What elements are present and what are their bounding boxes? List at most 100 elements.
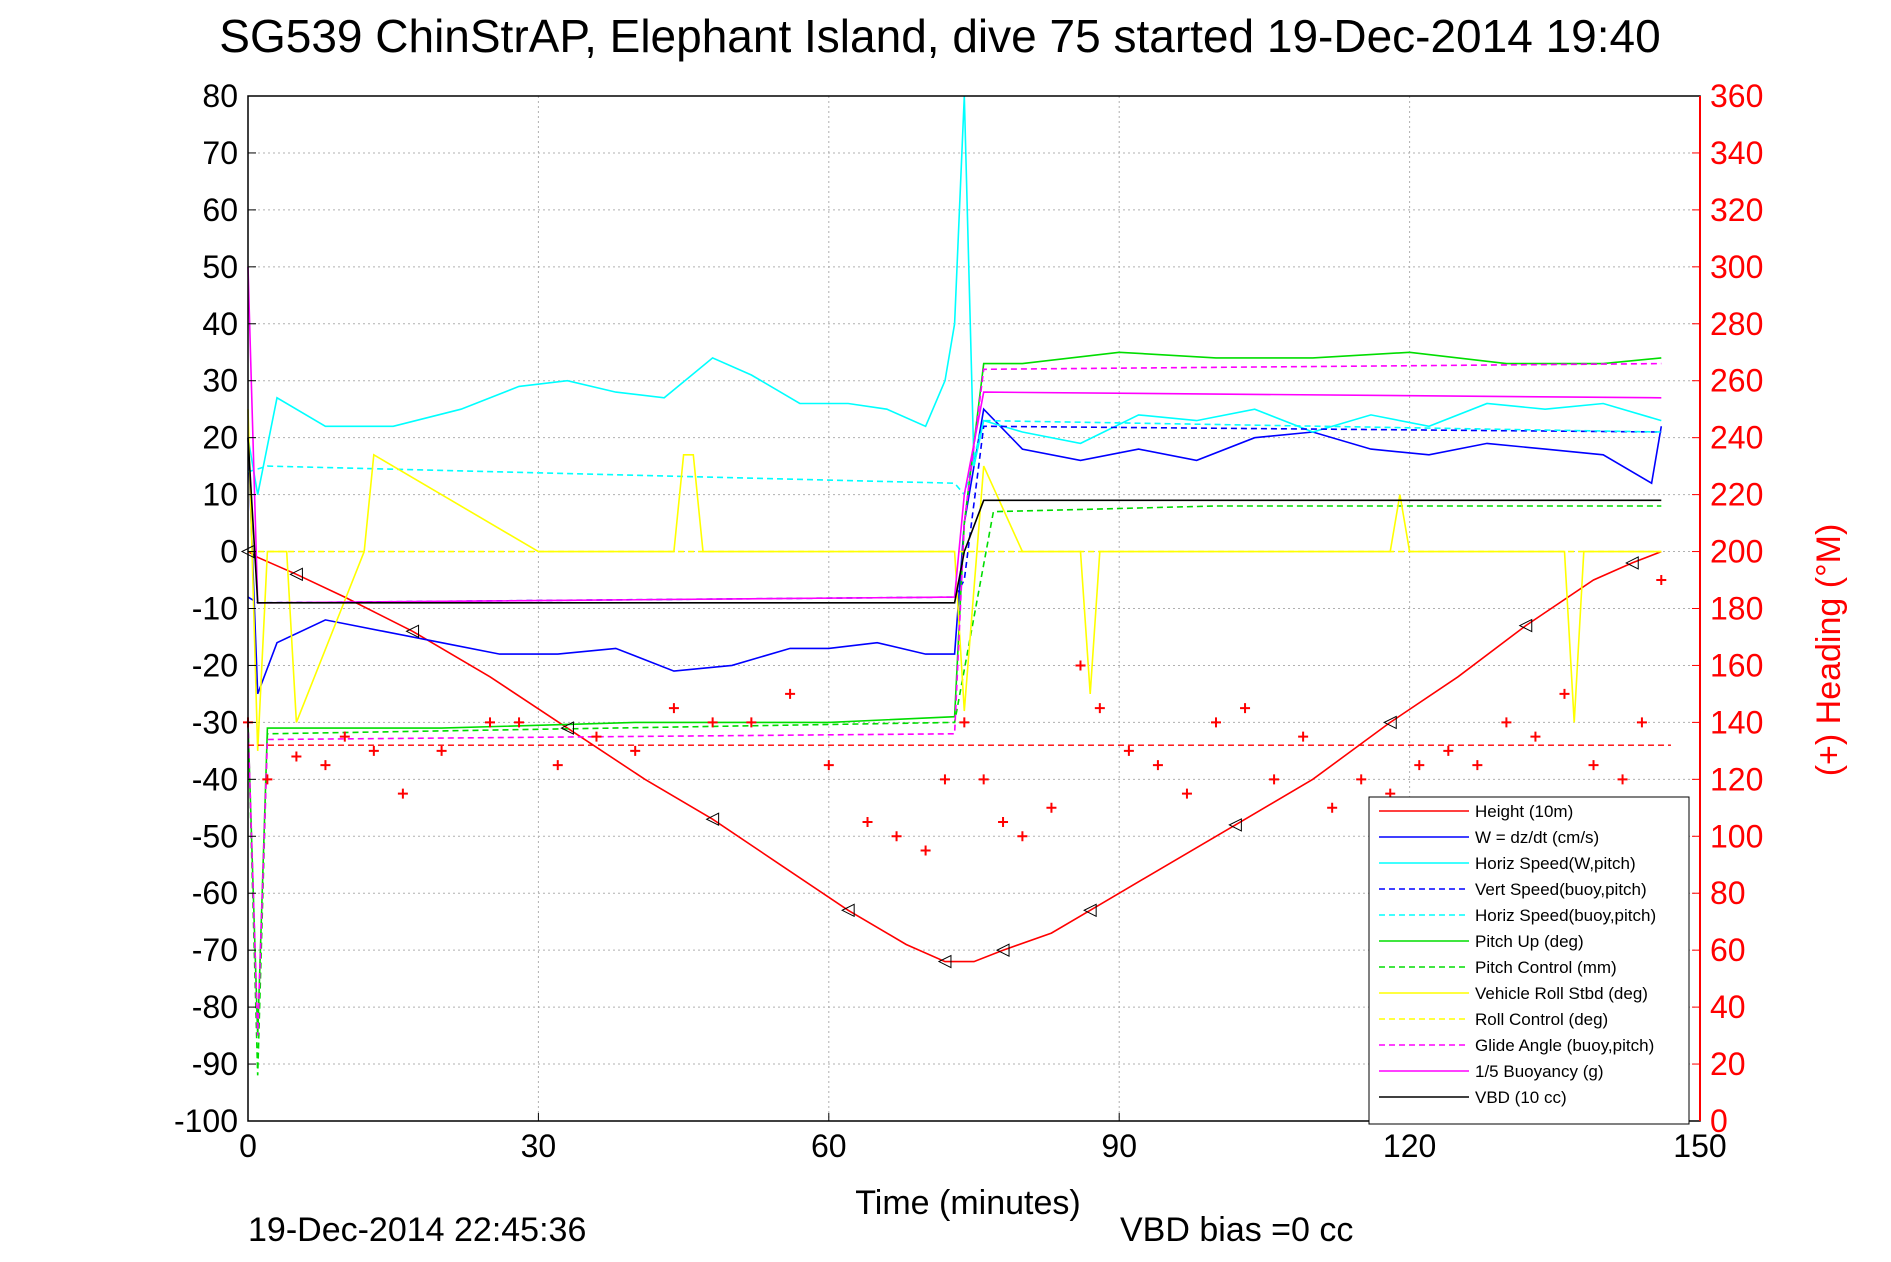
y-right-tick-label: 180: [1710, 591, 1763, 627]
y-left-tick-label: 0: [220, 534, 238, 570]
x-axis-label: Time (minutes): [855, 1184, 1080, 1222]
heading-point: [707, 717, 718, 728]
y-right-tick-label: 340: [1710, 135, 1763, 171]
y-left-tick-label: -40: [192, 761, 238, 797]
heading-point: [1501, 717, 1512, 728]
heading-point: [1559, 688, 1570, 699]
y-right-tick-label: 200: [1710, 534, 1763, 570]
y-left-tick-label: 70: [202, 135, 238, 171]
heading-point: [920, 845, 931, 856]
heading-point: [891, 831, 902, 842]
heading-point: [1617, 774, 1628, 785]
y-right-tick-label: 0: [1710, 1103, 1728, 1139]
heading-point: [262, 774, 273, 785]
height-marker: [1083, 903, 1097, 918]
series-line-6: [247, 505, 1662, 1076]
y-right-tick-label: 280: [1710, 306, 1763, 342]
height-marker: [560, 721, 574, 735]
series-line-3: [247, 425, 1662, 604]
heading-point: [998, 817, 1009, 828]
height-marker: [841, 903, 855, 918]
series-line-4: [247, 419, 1662, 497]
y-right-tick-label: 120: [1710, 761, 1763, 797]
legend-label: Roll Control (deg): [1475, 1010, 1608, 1029]
height-marker: [1518, 618, 1533, 633]
series-line-7: [247, 409, 1662, 751]
series-line-9: [247, 362, 1662, 1036]
heading-point: [959, 717, 970, 728]
series-line-1: [247, 407, 1663, 695]
legend-label: VBD (10 cc): [1475, 1088, 1567, 1107]
heading-point: [436, 745, 447, 756]
legend: Height (10m) W = dz/dt (cm/s) Horiz Speed(…: [1368, 796, 1690, 1125]
legend-label: Height (10m): [1475, 802, 1573, 821]
heading-point: [1472, 760, 1483, 771]
legend-label: Pitch Control (mm): [1475, 958, 1617, 977]
height-marker: [705, 812, 720, 827]
heading-point: [1269, 774, 1280, 785]
heading-point: [552, 760, 563, 771]
series-line-11: [247, 437, 1662, 604]
heading-point: [1094, 703, 1105, 714]
heading-point: [1656, 575, 1667, 586]
series-line-2: [247, 95, 1662, 495]
y-left-tick-label: 80: [202, 78, 238, 114]
heading-point: [1588, 760, 1599, 771]
heading-point: [1443, 745, 1454, 756]
height-marker: [405, 624, 420, 639]
heading-point: [1636, 717, 1647, 728]
heading-point: [1152, 760, 1163, 771]
heading-point: [320, 760, 331, 771]
x-tick-label: 30: [521, 1128, 557, 1164]
legend-label: Horiz Speed(buoy,pitch): [1475, 906, 1656, 925]
heading-point: [1414, 760, 1425, 771]
heading-point: [291, 751, 302, 762]
height-marker: [289, 567, 303, 582]
y-right-tick-label: 160: [1710, 647, 1763, 683]
footer-vbd-bias: VBD bias =0 cc: [1120, 1211, 1353, 1249]
y-left-tick-label: 50: [202, 249, 238, 285]
y-left-tick-label: 20: [202, 420, 238, 456]
height-marker: [1228, 818, 1242, 832]
y-left-tick-label: 60: [202, 192, 238, 228]
legend-box: [1368, 796, 1690, 1125]
y-left-tick-label: -70: [192, 932, 238, 968]
heading-point: [1327, 802, 1338, 813]
heading-point: [862, 817, 873, 828]
y-left-tick-label: 30: [202, 363, 238, 399]
heading-point: [1298, 731, 1309, 742]
y-left-tick-label: 10: [202, 477, 238, 513]
y-right-tick-label: 320: [1710, 192, 1763, 228]
y-left-tick-label: -50: [192, 818, 238, 854]
chart-title: SG539 ChinStrAP, Elephant Island, dive 7…: [219, 10, 1660, 62]
x-tick-label: 0: [239, 1128, 257, 1164]
x-tick-label: 60: [811, 1128, 847, 1164]
y-right-tick-label: 220: [1710, 477, 1763, 513]
legend-label: Vert Speed(buoy,pitch): [1475, 880, 1647, 899]
heading-point: [1075, 660, 1086, 671]
x-tick-label: 120: [1383, 1128, 1436, 1164]
x-tick-label: 150: [1673, 1128, 1726, 1164]
legend-label: Pitch Up (deg): [1475, 932, 1584, 951]
height-marker: [937, 954, 952, 969]
height-marker: [1383, 715, 1397, 730]
legend-label: Vehicle Roll Stbd (deg): [1475, 984, 1648, 1003]
y-left-tick-label: -20: [192, 647, 238, 683]
y-right-tick-label: 300: [1710, 249, 1763, 285]
series-line-5: [247, 351, 1662, 1036]
heading-point: [939, 774, 950, 785]
heading-point: [1240, 703, 1251, 714]
heading-point: [785, 688, 796, 699]
y-right-tick-label: 360: [1710, 78, 1763, 114]
heading-point: [1356, 774, 1367, 785]
footer-timestamp: 19-Dec-2014 22:45:36: [248, 1211, 586, 1249]
y-left-tick-label: -80: [192, 989, 238, 1025]
y-right-tick-label: 260: [1710, 363, 1763, 399]
heading-point: [1211, 717, 1221, 728]
height-marker: [1625, 556, 1639, 570]
heading-point: [1181, 788, 1192, 799]
heading-point: [1017, 831, 1028, 842]
heading-point: [978, 774, 989, 785]
heading-point: [1046, 802, 1057, 813]
